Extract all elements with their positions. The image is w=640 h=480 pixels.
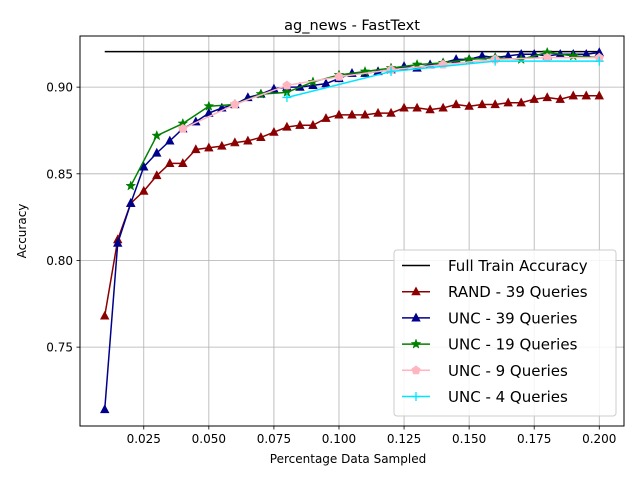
data-point (256, 132, 266, 141)
legend-label: UNC - 9 Queries (448, 362, 568, 380)
x-tick-label: 0.075 (257, 432, 291, 446)
data-point (477, 99, 487, 109)
series-4 (178, 52, 604, 133)
legend-marker (411, 312, 421, 322)
data-point (334, 71, 344, 81)
series-line (286, 60, 600, 99)
data-point (347, 109, 357, 119)
x-tick-label: 0.175 (517, 432, 551, 446)
x-tick-label: 0.200 (582, 432, 616, 446)
data-point (516, 97, 526, 107)
x-tick-label: 0.050 (192, 432, 226, 446)
series-5 (282, 56, 604, 103)
legend-item: UNC - 39 Queries (402, 309, 578, 327)
chart-title: ag_news - FastText (284, 18, 420, 34)
data-point (373, 107, 383, 117)
data-point (255, 88, 267, 99)
data-point (282, 80, 292, 90)
data-point (204, 142, 214, 152)
data-point (282, 93, 292, 103)
data-point (594, 90, 604, 100)
x-tick-label: 0.150 (452, 432, 486, 446)
legend-item: UNC - 19 Queries (402, 336, 578, 354)
y-tick-label: 0.75 (46, 341, 73, 355)
y-tick-label: 0.90 (46, 81, 73, 95)
data-point (125, 180, 137, 191)
data-point (451, 99, 461, 109)
legend-item: Full Train Accuracy (402, 257, 588, 275)
legend-label: UNC - 19 Queries (448, 336, 578, 354)
data-point (243, 135, 253, 145)
data-point (425, 104, 435, 114)
data-point (555, 94, 565, 103)
legend-marker (410, 338, 422, 349)
data-point (152, 147, 162, 157)
data-point (178, 158, 188, 167)
data-point (282, 121, 292, 131)
data-point (334, 109, 344, 119)
legend-label: RAND - 39 Queries (448, 283, 588, 301)
data-point (399, 102, 409, 112)
x-axis-label: Percentage Data Sampled (270, 452, 426, 466)
series-1 (100, 90, 604, 320)
data-point (490, 99, 500, 109)
x-tick-label: 0.100 (322, 432, 356, 446)
legend-marker (411, 365, 421, 375)
data-point (308, 120, 318, 129)
data-point (568, 90, 578, 100)
axis-ticks: 0.025 0.050 0.075 0.100 0.125 0.150 0.175 0.200… (46, 81, 616, 446)
data-point (594, 56, 604, 66)
legend-marker (411, 392, 421, 401)
data-point (503, 97, 513, 107)
data-point (529, 94, 539, 103)
legend-item: RAND - 39 Queries (402, 283, 588, 301)
plot-series (100, 46, 605, 414)
legend: Full Train Accuracy RAND - 39 Queries UNC … (393, 249, 617, 417)
plot-frame (79, 35, 625, 427)
data-point (191, 144, 201, 154)
data-point (412, 102, 422, 112)
data-point (230, 99, 240, 109)
data-point (165, 158, 175, 167)
data-point (542, 52, 552, 62)
y-tick-label: 0.80 (46, 254, 73, 268)
data-point (269, 126, 279, 136)
data-point (542, 92, 552, 102)
y-axis-label: Accuracy (15, 204, 29, 259)
data-point (139, 185, 149, 195)
data-point (152, 170, 162, 180)
data-point (100, 310, 110, 320)
legend-label: UNC - 4 Queries (448, 388, 568, 406)
y-tick-label: 0.85 (46, 167, 73, 181)
data-point (230, 137, 240, 147)
legend-label: Full Train Accuracy (448, 257, 588, 275)
data-point (100, 404, 110, 414)
data-point (295, 120, 305, 129)
data-point (178, 123, 188, 133)
data-point (126, 198, 136, 207)
x-tick-label: 0.025 (127, 432, 161, 446)
legend-item: UNC - 9 Queries (402, 362, 568, 380)
data-point (438, 102, 448, 112)
legend-box (393, 249, 617, 417)
data-point (321, 113, 331, 122)
data-point (581, 90, 591, 100)
data-point (464, 100, 474, 110)
data-point (321, 78, 331, 88)
data-point (151, 129, 163, 141)
data-point (386, 67, 396, 77)
data-point (490, 56, 500, 66)
data-point (203, 100, 215, 111)
data-point (386, 107, 396, 117)
data-point (217, 140, 227, 150)
legend-label: UNC - 39 Queries (448, 309, 578, 327)
data-point (165, 135, 175, 145)
data-point (113, 237, 123, 247)
series-3 (125, 46, 605, 191)
legend-marker (411, 286, 421, 296)
x-tick-label: 0.125 (387, 432, 421, 446)
data-point (360, 109, 370, 119)
legend-item: UNC - 4 Queries (402, 388, 568, 406)
